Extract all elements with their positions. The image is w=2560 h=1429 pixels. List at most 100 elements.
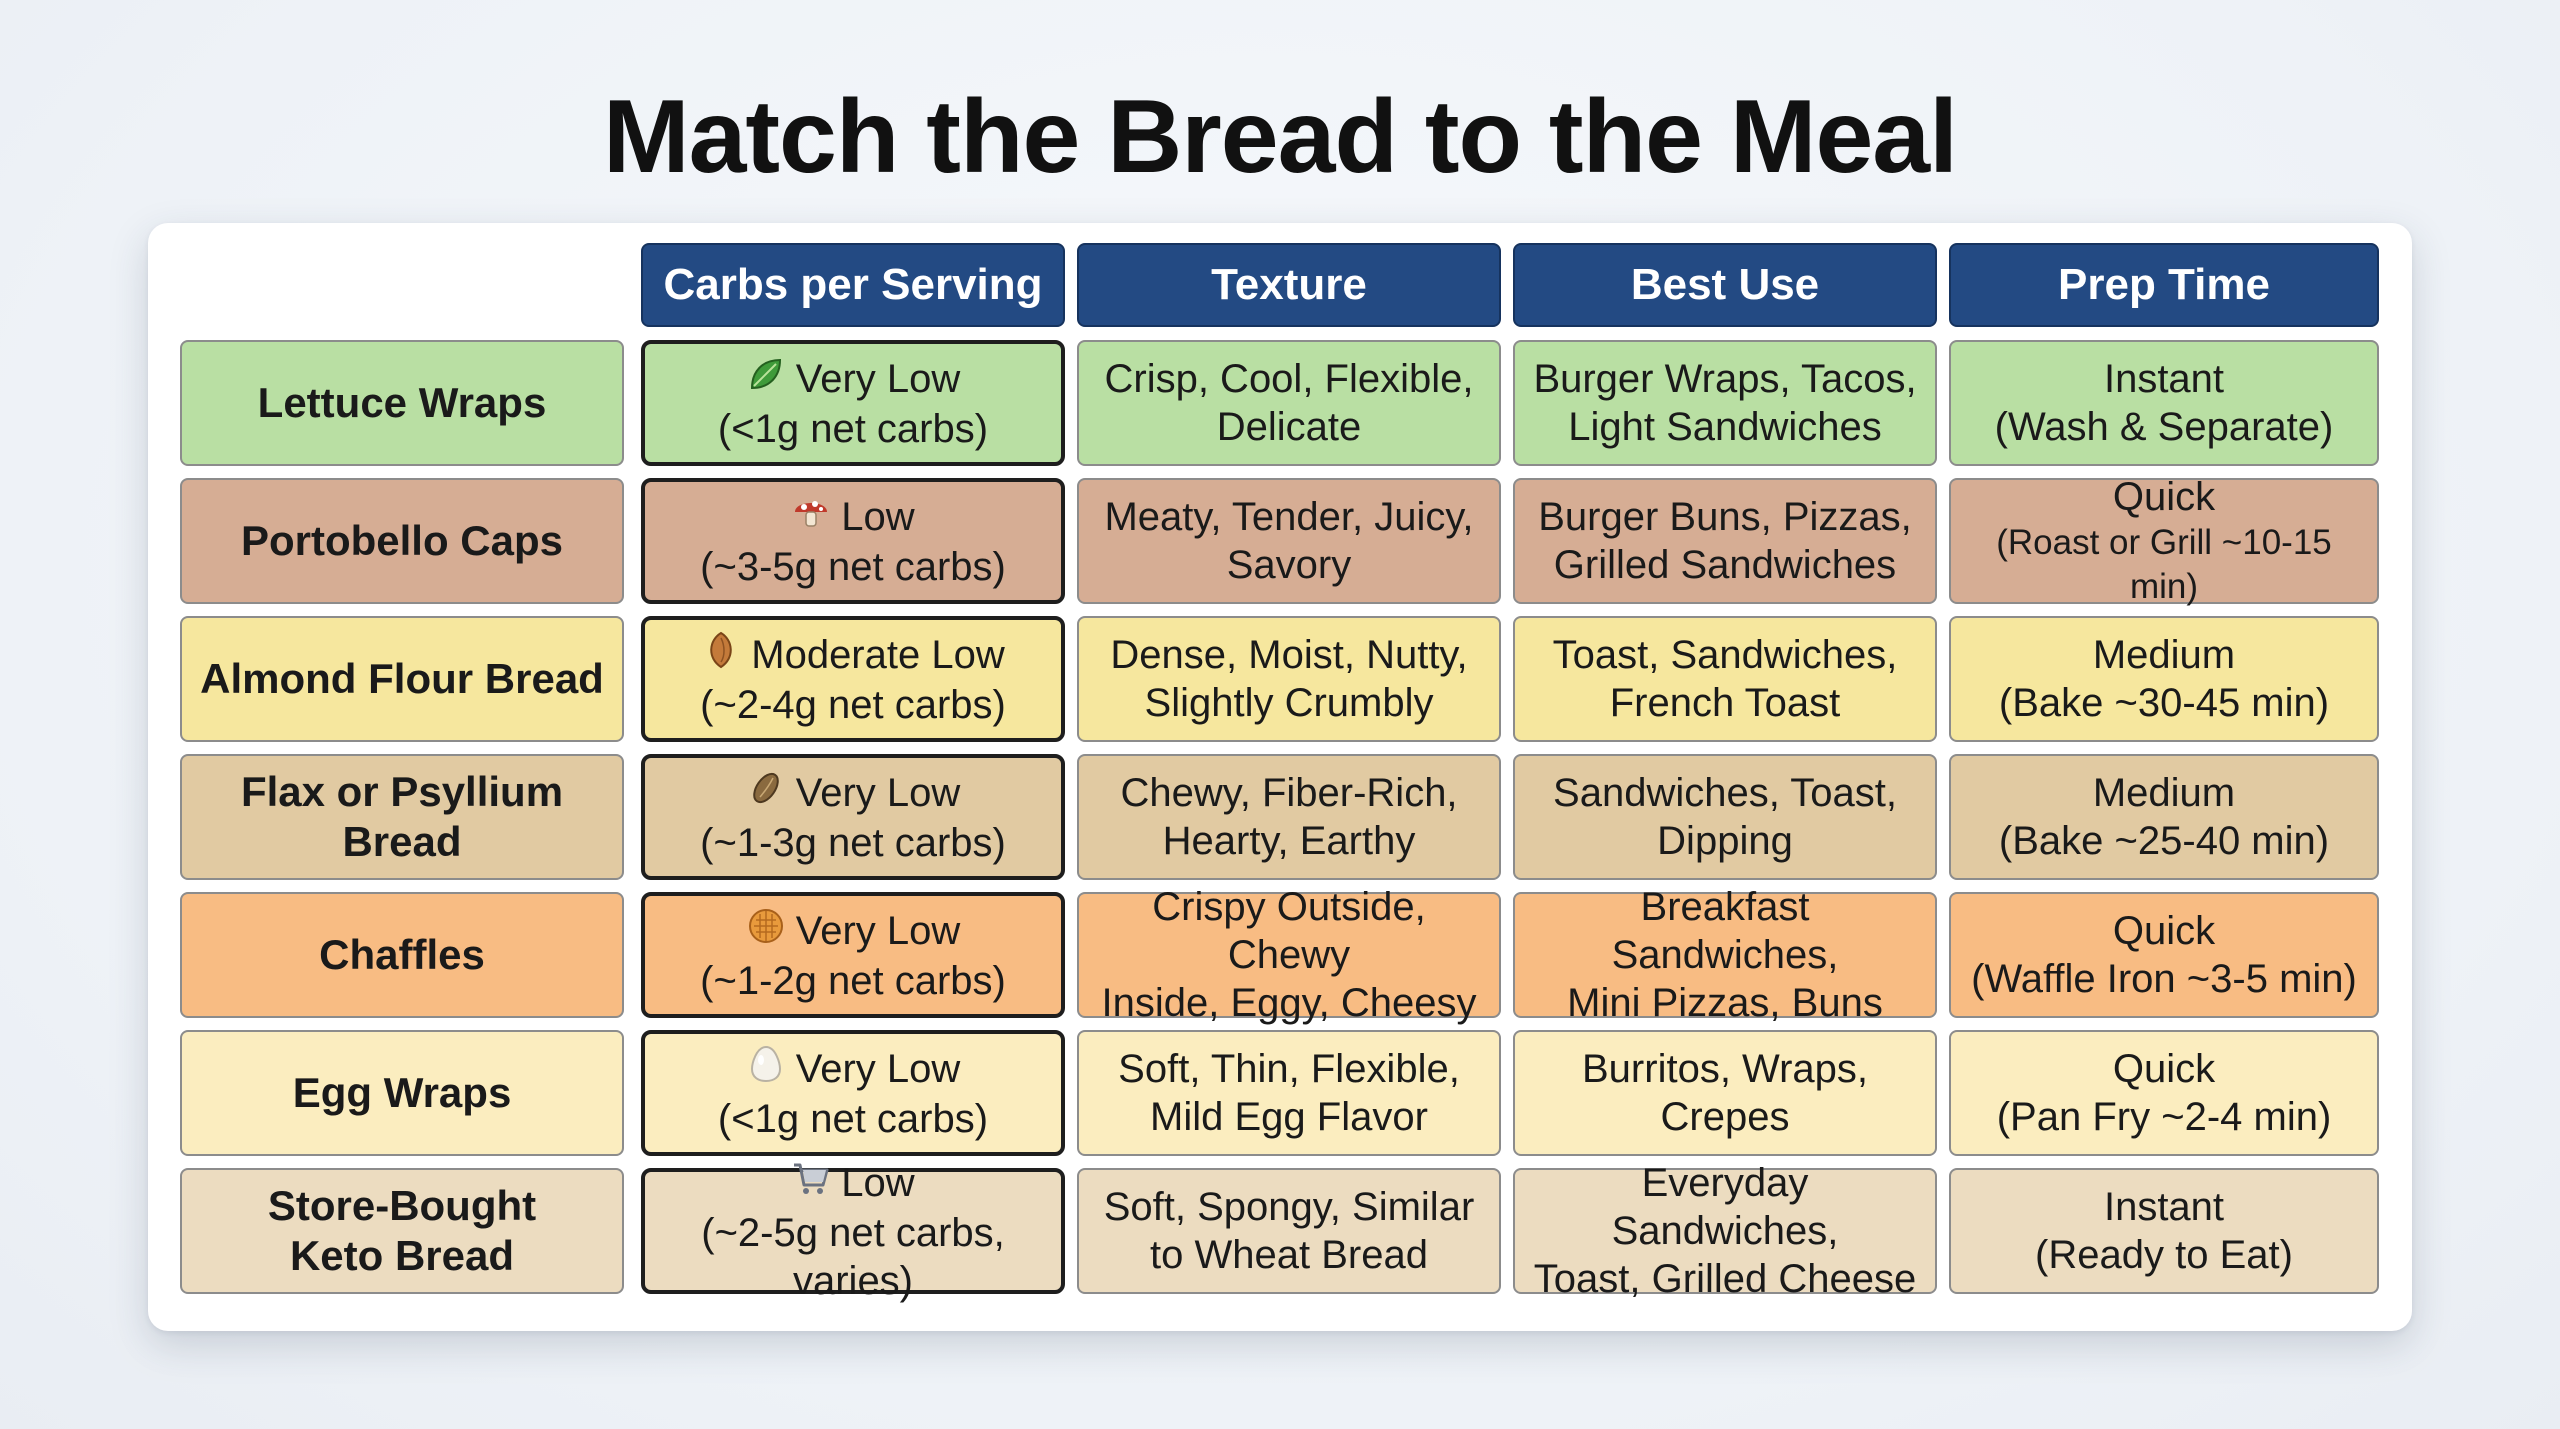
best-use-text: Burger Wraps, Tacos, Light Sandwiches bbox=[1533, 355, 1916, 451]
page-title: Match the Bread to the Meal bbox=[602, 79, 1958, 195]
texture-line: Inside, Eggy, Cheesy bbox=[1101, 981, 1477, 1025]
column-header-best-use: Best Use bbox=[1513, 243, 1937, 327]
row-label-line: Keto Bread bbox=[289, 1232, 515, 1279]
best-use-line: Light Sandwiches bbox=[1568, 405, 1882, 449]
carbs-level-text: Very Low bbox=[795, 909, 961, 953]
prep-time-detail: (Bake ~25-40 min) bbox=[1998, 819, 2330, 863]
row-label-text: Lettuce Wraps bbox=[257, 379, 547, 426]
carbs-cell: Very Low (<1g net carbs) bbox=[641, 340, 1065, 466]
carbs-detail: (~1-3g net carbs) bbox=[700, 820, 1006, 865]
prep-time-cell: Instant (Ready to Eat) bbox=[1949, 1168, 2379, 1294]
row-label-text: Chaffles bbox=[319, 931, 485, 978]
texture-cell: Crispy Outside, Chewy Inside, Eggy, Chees… bbox=[1077, 885, 1501, 1025]
prep-time-detail: (Pan Fry ~2-4 min) bbox=[1996, 1095, 2332, 1139]
best-use-cell: Breakfast Sandwiches, Mini Pizzas, Buns bbox=[1513, 885, 1937, 1025]
prep-time-detail: (Roast or Grill ~10-15 min) bbox=[1996, 523, 2332, 606]
best-use-text: Burritos, Wraps, Crepes bbox=[1582, 1045, 1868, 1141]
row-label-line: Flax or Psyllium bbox=[240, 768, 564, 815]
carbs-level-text: Low bbox=[841, 495, 915, 539]
texture-cell: Soft, Spongy, Similar to Wheat Bread bbox=[1077, 1168, 1501, 1294]
comparison-table: Carbs per Serving Texture Best Use Prep … bbox=[148, 223, 2412, 1331]
best-use-cell: Toast, Sandwiches, French Toast bbox=[1513, 616, 1937, 742]
best-use-line: Burger Buns, Pizzas, bbox=[1538, 495, 1912, 539]
texture-text: Soft, Thin, Flexible, Mild Egg Flavor bbox=[1118, 1045, 1460, 1141]
texture-line: Savory bbox=[1226, 543, 1352, 587]
carbs-detail: (~2-5g net carbs, varies) bbox=[701, 1210, 1005, 1303]
texture-line: Crisp, Cool, Flexible, bbox=[1104, 357, 1474, 401]
best-use-line: Toast, Grilled Cheese bbox=[1533, 1257, 1917, 1301]
shopping-cart-icon bbox=[791, 1158, 831, 1209]
row-label-line: Store-Bought bbox=[267, 1182, 537, 1229]
prep-time-label: Medium bbox=[2092, 771, 2236, 815]
texture-cell: Meaty, Tender, Juicy, Savory bbox=[1077, 478, 1501, 604]
prep-time-label: Instant bbox=[2103, 1185, 2225, 1229]
carbs-level-text: Very Low bbox=[795, 771, 961, 815]
row-label-text: Store-Bought Keto Bread bbox=[268, 1181, 536, 1281]
texture-cell: Dense, Moist, Nutty, Slightly Crumbly bbox=[1077, 616, 1501, 742]
carbs-level: Moderate Low bbox=[701, 630, 1005, 681]
best-use-text: Burger Buns, Pizzas, Grilled Sandwiches bbox=[1538, 493, 1912, 589]
column-header-carbs: Carbs per Serving bbox=[641, 243, 1065, 327]
prep-time-detail: (Ready to Eat) bbox=[2035, 1233, 2293, 1277]
texture-line: Mild Egg Flavor bbox=[1150, 1095, 1428, 1139]
carbs-level-text: Very Low bbox=[795, 1047, 961, 1091]
row-label-text: Flax or Psyllium Bread bbox=[241, 767, 563, 867]
prep-time-cell: Instant (Wash & Separate) bbox=[1949, 340, 2379, 466]
carbs-cell: Low (~3-5g net carbs) bbox=[641, 478, 1065, 604]
texture-text: Soft, Spongy, Similar to Wheat Bread bbox=[1104, 1183, 1475, 1279]
best-use-line: Burger Wraps, Tacos, bbox=[1533, 357, 1917, 401]
prep-time-cell: Quick (Waffle Iron ~3-5 min) bbox=[1949, 892, 2379, 1018]
row-label-text: Almond Flour Bread bbox=[200, 655, 604, 702]
prep-time-label: Quick bbox=[2112, 1047, 2216, 1091]
carbs-level: Very Low bbox=[746, 1044, 961, 1095]
best-use-line: Sandwiches, Toast, bbox=[1553, 771, 1897, 815]
texture-line: Slightly Crumbly bbox=[1144, 681, 1434, 725]
prep-time-detail: (Bake ~30-45 min) bbox=[1998, 681, 2330, 725]
row-label: Store-Bought Keto Bread bbox=[180, 1168, 624, 1294]
carbs-cell: Very Low (<1g net carbs) bbox=[641, 1030, 1065, 1156]
row-label-text: Egg Wraps bbox=[292, 1069, 512, 1116]
row-label: Egg Wraps bbox=[180, 1030, 624, 1156]
texture-text: Crispy Outside, Chewy Inside, Eggy, Chees… bbox=[1089, 883, 1489, 1027]
row-label-text: Portobello Caps bbox=[240, 517, 564, 564]
texture-text: Meaty, Tender, Juicy, Savory bbox=[1104, 493, 1473, 589]
carbs-detail: (~1-2g net carbs) bbox=[700, 958, 1006, 1003]
best-use-text: Everyday Sandwiches, Toast, Grilled Chees… bbox=[1525, 1159, 1925, 1303]
texture-cell: Crisp, Cool, Flexible, Delicate bbox=[1077, 340, 1501, 466]
texture-cell: Soft, Thin, Flexible, Mild Egg Flavor bbox=[1077, 1030, 1501, 1156]
carbs-level-text: Moderate Low bbox=[751, 633, 1005, 677]
waffle-icon bbox=[746, 906, 786, 957]
carbs-detail: (~3-5g net carbs) bbox=[700, 544, 1006, 589]
best-use-line: Crepes bbox=[1660, 1095, 1790, 1139]
egg-icon bbox=[746, 1044, 786, 1095]
texture-line: Meaty, Tender, Juicy, bbox=[1104, 495, 1474, 539]
best-use-text: Toast, Sandwiches, French Toast bbox=[1553, 631, 1898, 727]
best-use-line: Dipping bbox=[1657, 819, 1793, 863]
carbs-cell: Very Low (~1-2g net carbs) bbox=[641, 892, 1065, 1018]
best-use-line: Mini Pizzas, Buns bbox=[1567, 981, 1883, 1025]
row-label: Lettuce Wraps bbox=[180, 340, 624, 466]
column-header-prep-time: Prep Time bbox=[1949, 243, 2379, 327]
carbs-detail: (<1g net carbs) bbox=[717, 406, 989, 451]
texture-line: Dense, Moist, Nutty, bbox=[1110, 633, 1468, 677]
prep-time-label: Instant bbox=[2103, 357, 2225, 401]
carbs-cell: Moderate Low (~2-4g net carbs) bbox=[641, 616, 1065, 742]
best-use-cell: Burger Wraps, Tacos, Light Sandwiches bbox=[1513, 340, 1937, 466]
texture-line: Crispy Outside, Chewy bbox=[1152, 885, 1426, 977]
carbs-level: Very Low bbox=[746, 354, 960, 405]
column-header-texture: Texture bbox=[1077, 243, 1501, 327]
carbs-detail: (~2-4g net carbs) bbox=[700, 682, 1006, 727]
carbs-level-text: Low bbox=[841, 1161, 915, 1205]
best-use-cell: Burritos, Wraps, Crepes bbox=[1513, 1030, 1937, 1156]
mushroom-icon bbox=[791, 492, 831, 543]
texture-text: Crisp, Cool, Flexible, Delicate bbox=[1104, 355, 1473, 451]
prep-time-label: Quick bbox=[2112, 909, 2216, 953]
best-use-cell: Everyday Sandwiches, Toast, Grilled Chees… bbox=[1513, 1161, 1937, 1301]
best-use-line: Grilled Sandwiches bbox=[1553, 543, 1897, 587]
row-label-line: Bread bbox=[342, 818, 462, 865]
lettuce-leaf-icon bbox=[746, 354, 786, 405]
best-use-cell: Burger Buns, Pizzas, Grilled Sandwiches bbox=[1513, 478, 1937, 604]
carbs-level: Very Low bbox=[746, 768, 961, 819]
carbs-level: Low bbox=[791, 1158, 915, 1209]
texture-line: Soft, Thin, Flexible, bbox=[1118, 1047, 1460, 1091]
